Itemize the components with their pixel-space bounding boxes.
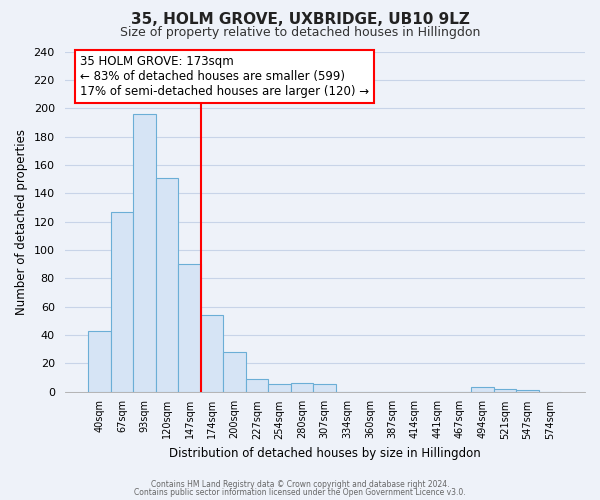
X-axis label: Distribution of detached houses by size in Hillingdon: Distribution of detached houses by size … — [169, 447, 481, 460]
Bar — [178, 264, 201, 392]
Bar — [313, 384, 336, 392]
Bar — [246, 379, 268, 392]
Bar — [88, 330, 111, 392]
Y-axis label: Number of detached properties: Number of detached properties — [15, 128, 28, 314]
Text: Size of property relative to detached houses in Hillingdon: Size of property relative to detached ho… — [120, 26, 480, 39]
Text: 35, HOLM GROVE, UXBRIDGE, UB10 9LZ: 35, HOLM GROVE, UXBRIDGE, UB10 9LZ — [131, 12, 469, 28]
Bar — [291, 383, 313, 392]
Bar — [133, 114, 156, 392]
Bar — [516, 390, 539, 392]
Text: Contains public sector information licensed under the Open Government Licence v3: Contains public sector information licen… — [134, 488, 466, 497]
Text: 35 HOLM GROVE: 173sqm
← 83% of detached houses are smaller (599)
17% of semi-det: 35 HOLM GROVE: 173sqm ← 83% of detached … — [80, 55, 369, 98]
Bar — [201, 315, 223, 392]
Bar — [471, 388, 494, 392]
Text: Contains HM Land Registry data © Crown copyright and database right 2024.: Contains HM Land Registry data © Crown c… — [151, 480, 449, 489]
Bar — [223, 352, 246, 392]
Bar — [494, 388, 516, 392]
Bar — [111, 212, 133, 392]
Bar — [156, 178, 178, 392]
Bar — [268, 384, 291, 392]
